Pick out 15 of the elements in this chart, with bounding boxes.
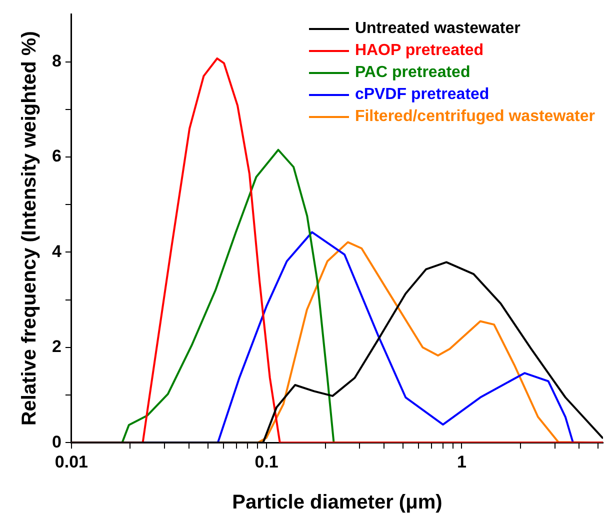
y-tick-label: 6	[52, 146, 62, 166]
x-tick-label: 0.1	[254, 452, 278, 472]
y-tick-label: 2	[52, 337, 62, 356]
legend-label: cPVDF pretreated	[354, 85, 490, 105]
y-tick-label: 4	[52, 242, 62, 261]
x-tick-label: 0.01	[54, 452, 88, 472]
legend-label: HAOP pretreated	[354, 41, 484, 61]
y-tick-label: 0	[52, 432, 62, 452]
legend-label: Filtered/centrifuged wastewater	[354, 107, 595, 127]
legend-label: Untreated wastewater	[354, 19, 520, 39]
y-axis-title: Relative frequency (Intensity weighted %)	[18, 31, 41, 426]
legend-label: PAC pretreated	[354, 63, 470, 83]
x-tick-label: 1	[456, 452, 466, 472]
y-tick-label: 8	[52, 51, 62, 70]
x-axis-title: Particle diameter (μm)	[232, 492, 442, 514]
